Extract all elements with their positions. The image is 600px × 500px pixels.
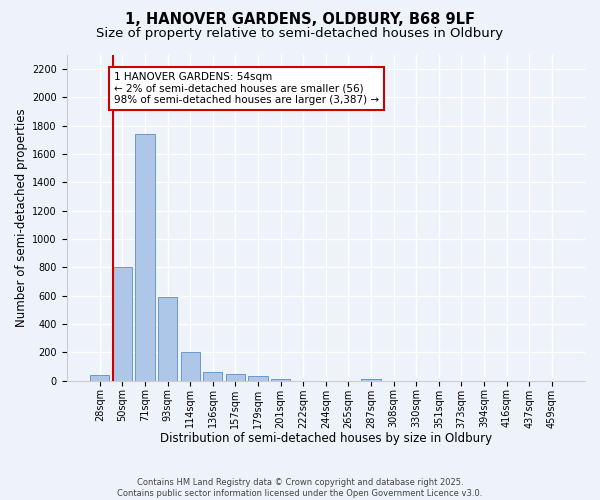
Bar <box>203 372 223 380</box>
Bar <box>90 375 109 380</box>
Bar <box>158 297 177 380</box>
Text: Contains HM Land Registry data © Crown copyright and database right 2025.
Contai: Contains HM Land Registry data © Crown c… <box>118 478 482 498</box>
Bar <box>248 376 268 380</box>
Text: Size of property relative to semi-detached houses in Oldbury: Size of property relative to semi-detach… <box>97 28 503 40</box>
X-axis label: Distribution of semi-detached houses by size in Oldbury: Distribution of semi-detached houses by … <box>160 432 492 445</box>
Text: 1 HANOVER GARDENS: 54sqm
← 2% of semi-detached houses are smaller (56)
98% of se: 1 HANOVER GARDENS: 54sqm ← 2% of semi-de… <box>114 72 379 105</box>
Bar <box>226 374 245 380</box>
Bar <box>271 378 290 380</box>
Bar <box>136 134 155 380</box>
Y-axis label: Number of semi-detached properties: Number of semi-detached properties <box>15 108 28 327</box>
Bar <box>113 268 132 380</box>
Bar <box>181 352 200 380</box>
Text: 1, HANOVER GARDENS, OLDBURY, B68 9LF: 1, HANOVER GARDENS, OLDBURY, B68 9LF <box>125 12 475 28</box>
Bar <box>361 378 380 380</box>
